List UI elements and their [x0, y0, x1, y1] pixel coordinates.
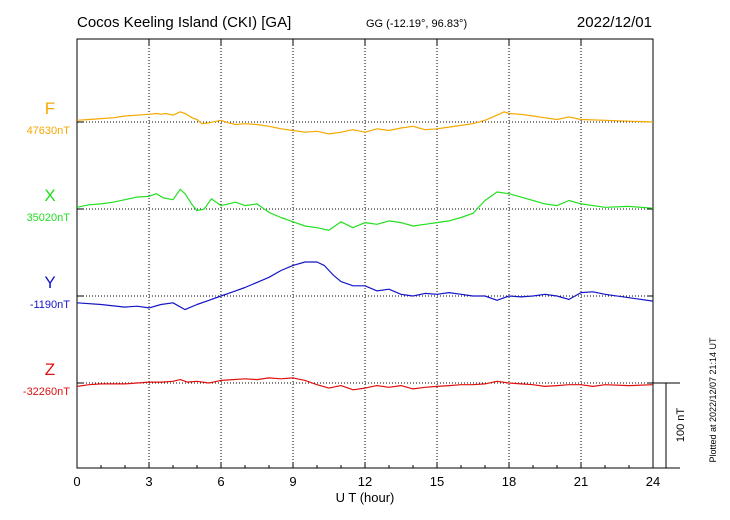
station-coordinates: GG (-12.19°, 96.83°)	[366, 18, 467, 30]
scale-bar	[653, 382, 680, 469]
x-tick-label: 12	[358, 474, 372, 489]
series-name-x: X	[44, 186, 55, 205]
plot-frame	[76, 38, 654, 469]
x-tick-label: 24	[646, 474, 660, 489]
series-line-f	[76, 111, 654, 135]
series-lines	[76, 111, 654, 391]
series-name-f: F	[45, 99, 55, 118]
series-baseline-value-f: 47630nT	[27, 125, 71, 137]
x-tick-label: 21	[574, 474, 588, 489]
chart-title: Cocos Keeling Island (CKI) [GA]	[77, 14, 291, 31]
series-labels: F 47630nT X 35020nT Y -1190nT Z -32260nT	[23, 99, 70, 398]
x-tick-label: 18	[502, 474, 516, 489]
series-name-z: Z	[45, 360, 55, 379]
series-baseline-value-z: -32260nT	[23, 386, 70, 398]
scale-bar-label: 100 nT	[675, 408, 687, 443]
series-baseline-value-y: -1190nT	[30, 299, 70, 311]
baselines	[77, 121, 653, 384]
series-line-y	[76, 261, 654, 311]
x-ticks: 0 3 6 9 12 15 18 21 24	[73, 39, 660, 489]
plotted-timestamp: Plotted at 2022/12/07 21:14 UT	[708, 337, 718, 463]
x-tick-label: 0	[73, 474, 80, 489]
series-name-y: Y	[44, 273, 55, 292]
series-baseline-value-x: 35020nT	[27, 212, 71, 224]
x-tick-label: 3	[145, 474, 152, 489]
x-tick-label: 9	[289, 474, 296, 489]
x-axis-label: U T (hour)	[336, 490, 395, 505]
series-line-z	[76, 377, 654, 391]
x-tick-label: 15	[430, 474, 444, 489]
series-line-x	[76, 188, 654, 231]
grid	[148, 39, 582, 468]
chart-date: 2022/12/01	[577, 14, 652, 31]
x-tick-label: 6	[217, 474, 224, 489]
